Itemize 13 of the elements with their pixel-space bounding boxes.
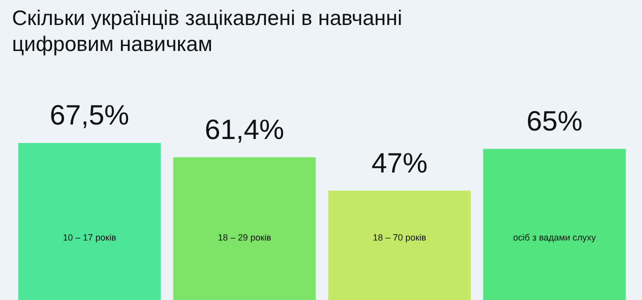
bar xyxy=(328,190,471,300)
chart-title: Скільки українців зацікавлені в навчанні цифровим навичкам xyxy=(12,6,404,58)
x-tick-label: 18 – 29 років xyxy=(218,232,272,242)
data-label: 65% xyxy=(526,106,583,137)
bar xyxy=(173,157,316,300)
x-tick-label: осіб з вадами слуху xyxy=(513,232,596,242)
data-label: 47% xyxy=(371,147,428,178)
x-tick-label: 10 – 17 років xyxy=(62,232,116,242)
bar xyxy=(483,148,626,300)
data-label: 67,5% xyxy=(50,100,130,131)
bar xyxy=(18,143,161,300)
x-tick-label: 18 – 70 років xyxy=(372,232,426,242)
data-label: 61,4% xyxy=(204,114,284,145)
